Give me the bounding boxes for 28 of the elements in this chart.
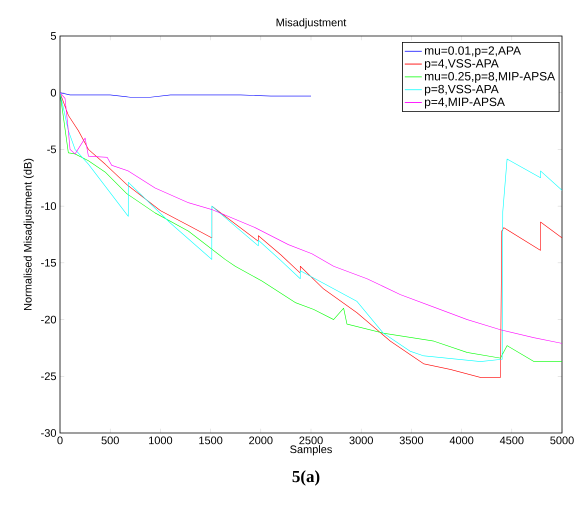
legend-label: mu=0.25,p=8,MIP-APSA bbox=[424, 72, 556, 83]
y-tick-label: -20 bbox=[41, 316, 56, 324]
x-tick-label: 2000 bbox=[249, 436, 273, 444]
x-tick-label: 0 bbox=[57, 436, 63, 444]
x-tick-label: 1500 bbox=[199, 436, 222, 444]
legend-label: mu=0.01,p=2,APA bbox=[424, 46, 521, 58]
x-tick-label: 4000 bbox=[450, 436, 474, 444]
legend-label: p=4,VSS-APA bbox=[424, 59, 499, 70]
x-tick-label: 1000 bbox=[149, 436, 172, 444]
x-tick-label: 3000 bbox=[349, 436, 373, 444]
y-tick-label: 0 bbox=[50, 88, 56, 97]
y-axis-title: Normalised Misadjustment (dB) bbox=[24, 158, 34, 310]
text: 5(a) bbox=[292, 470, 320, 486]
chart-title: Misadjustment bbox=[276, 18, 346, 28]
y-tick-label: -5 bbox=[47, 146, 56, 154]
y-tick-label: -25 bbox=[41, 372, 56, 380]
legend-label: p=8,VSS-APA bbox=[424, 84, 499, 96]
x-tick-label: 2500 bbox=[299, 436, 323, 444]
x-tick-label: 5000 bbox=[550, 436, 574, 444]
x-axis-title: Samples bbox=[290, 445, 332, 456]
x-tick-label: 500 bbox=[102, 436, 119, 444]
y-tick-label: -15 bbox=[41, 259, 56, 267]
x-tick-label: 3500 bbox=[400, 436, 424, 444]
y-tick-label: -10 bbox=[41, 202, 56, 210]
x-tick-label: 4500 bbox=[500, 436, 524, 444]
y-tick-label: -30 bbox=[41, 429, 56, 437]
legend-label: p=4,MIP-APSA bbox=[424, 98, 505, 108]
y-tick-label: 5 bbox=[50, 32, 56, 40]
